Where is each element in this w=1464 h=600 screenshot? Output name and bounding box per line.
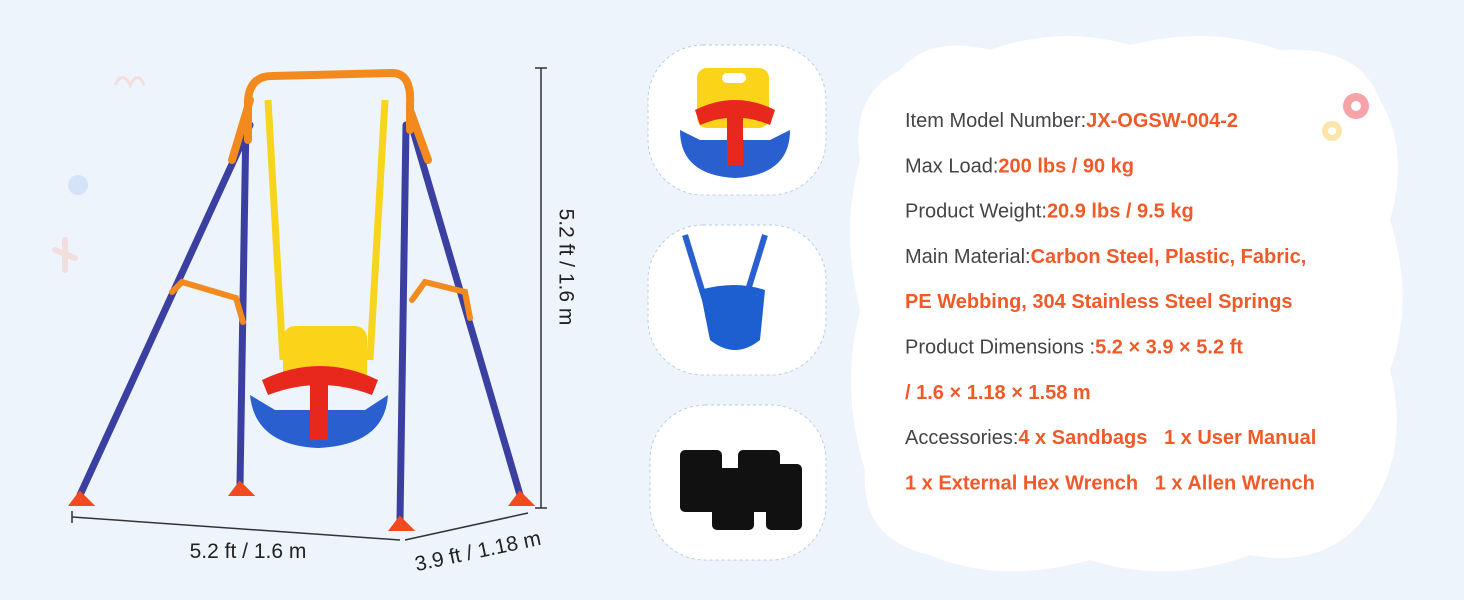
spec-value: / 1.6 × 1.18 × 1.58 m (905, 382, 1091, 404)
spec-line: 1 x External Hex Wrench 1 x Allen Wrench (905, 472, 1315, 494)
spec-list: Item Model Number:JX-OGSW-004-2 Max Load:… (905, 110, 1316, 494)
spec-label: Product Weight: (905, 201, 1047, 223)
spec-line: / 1.6 × 1.18 × 1.58 m (905, 382, 1091, 404)
spec-label: Accessories: (905, 427, 1018, 449)
spec-line: Max Load:200 lbs / 90 kg (905, 155, 1134, 177)
swing-seat (250, 99, 389, 448)
spec-value: 20.9 lbs / 9.5 kg (1047, 201, 1194, 223)
spec-label: Item Model Number: (905, 110, 1086, 132)
seat-thumbnail (680, 68, 790, 178)
spec-label: Product Dimensions : (905, 337, 1095, 359)
spec-line: Main Material:Carbon Steel, Plastic, Fab… (905, 246, 1306, 268)
spec-value: 4 x Sandbags 1 x User Manual (1018, 427, 1316, 449)
spec-value: Carbon Steel, Plastic, Fabric, (1031, 246, 1307, 268)
spec-value: 1 x External Hex Wrench 1 x Allen Wrench (905, 472, 1315, 494)
spec-line: Product Dimensions :5.2 × 3.9 × 5.2 ft (905, 337, 1243, 359)
decorations (52, 76, 146, 273)
spec-line: PE Webbing, 304 Stainless Steel Springs (905, 291, 1293, 313)
spec-value: PE Webbing, 304 Stainless Steel Springs (905, 291, 1293, 313)
sandbags-thumbnail (680, 450, 802, 530)
spec-value: 200 lbs / 90 kg (998, 155, 1134, 177)
harness-thumbnail (682, 234, 768, 350)
spec-label: Main Material: (905, 246, 1031, 268)
spec-value: JX-OGSW-004-2 (1086, 110, 1238, 132)
height-label: 5.2 ft / 1.6 m (554, 209, 577, 326)
dimension-lines (71, 67, 547, 541)
spec-panel (850, 36, 1403, 572)
spec-line: Item Model Number:JX-OGSW-004-2 (905, 110, 1238, 132)
swing-frame (68, 68, 536, 531)
spec-value: 5.2 × 3.9 × 5.2 ft (1095, 337, 1243, 359)
width-label: 5.2 ft / 1.6 m (190, 540, 307, 563)
flower-icon (1322, 93, 1369, 141)
spec-label: Max Load: (905, 155, 998, 177)
spec-line: Product Weight:20.9 lbs / 9.5 kg (905, 201, 1194, 223)
spec-line: Accessories:4 x Sandbags 1 x User Manual (905, 427, 1316, 449)
